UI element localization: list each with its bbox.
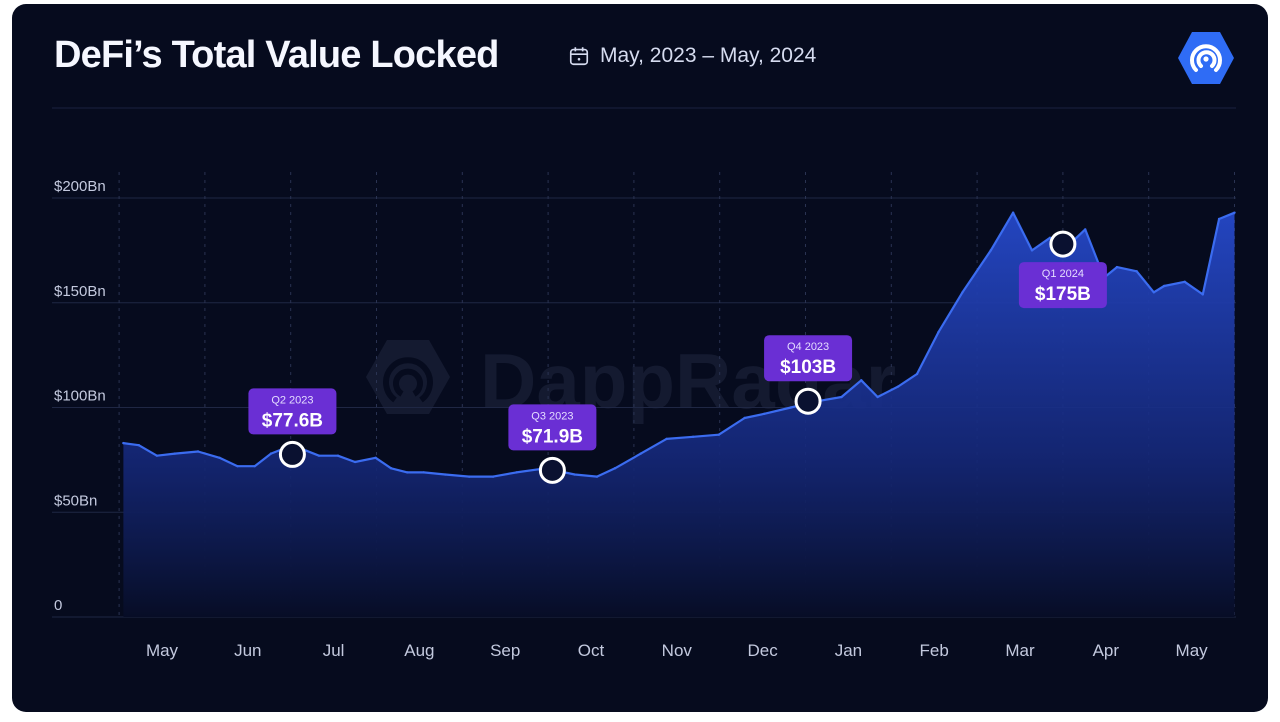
callout-box (508, 404, 597, 451)
tvl-point (860, 379, 863, 382)
tvl-point (717, 433, 721, 436)
tvl-point (665, 437, 668, 441)
tvl-point (1030, 249, 1034, 252)
callout-quarter-label: Q1 2024 (1042, 268, 1084, 280)
tvl-point (196, 450, 200, 453)
tvl-point (1135, 270, 1138, 273)
x-tick-label: Apr (1093, 641, 1120, 660)
tvl-point (840, 395, 843, 399)
y-tick-label: $150Bn (54, 283, 106, 300)
quarter-marker (278, 440, 306, 468)
y-tick-label: $50Bn (54, 492, 97, 509)
x-tick-label: Aug (404, 641, 434, 660)
date-range: May, 2023 – May, 2024 (568, 44, 816, 68)
callout-value-label: $175B (1035, 284, 1091, 305)
tvl-point (1115, 265, 1119, 269)
callout-box (1018, 262, 1107, 309)
tvl-point (896, 385, 900, 388)
tvl-point (1152, 291, 1156, 294)
tvl-point (253, 464, 256, 468)
x-tick-label: Jun (234, 641, 261, 660)
x-tick-label: May (146, 641, 179, 660)
x-tick-label: Dec (747, 641, 778, 660)
callout-box (764, 335, 853, 382)
tvl-point (317, 454, 321, 457)
tvl-point (422, 471, 425, 474)
callout-value-label: $103B (780, 357, 836, 378)
tvl-point (374, 456, 377, 459)
callout-value-label: $77.6B (262, 410, 323, 431)
x-tick-label: Jul (323, 641, 345, 660)
tvl-point (218, 456, 221, 459)
tvl-point (613, 467, 617, 470)
x-tick-label: Sep (490, 641, 520, 660)
callout-quarter-label: Q3 2023 (531, 410, 573, 422)
calendar-icon (569, 47, 589, 66)
tvl-point (137, 444, 141, 447)
tvl-point (1233, 211, 1236, 214)
tvl-point (1011, 211, 1015, 214)
tvl-point (639, 452, 642, 455)
tvl-point (691, 435, 695, 439)
quarter-marker (794, 387, 822, 415)
y-tick-label: $200Bn (54, 178, 106, 195)
dappradar-logo-icon[interactable] (1174, 26, 1238, 90)
x-tick-label: Feb (920, 641, 949, 660)
callout-quarter-label: Q2 2023 (271, 394, 313, 406)
tvl-point (595, 475, 599, 478)
tvl-point (122, 441, 125, 445)
tvl-point (1162, 284, 1166, 288)
x-tick-label: Nov (662, 641, 693, 660)
tvl-point (1183, 280, 1186, 283)
tvl-point (937, 330, 940, 334)
x-tick-label: Oct (578, 641, 605, 660)
tvl-point (763, 412, 766, 415)
callout-box (248, 388, 337, 435)
tvl-point (491, 475, 495, 478)
tvl-point (155, 454, 159, 457)
tvl-point (876, 395, 879, 399)
tvl-point (743, 416, 746, 420)
quarter-marker (1049, 230, 1077, 258)
tvl-point (1084, 228, 1087, 231)
tvl-point (443, 473, 447, 476)
tvl-point (1048, 236, 1052, 240)
y-tick-label: $100Bn (54, 388, 106, 405)
tvl-point (467, 475, 471, 478)
y-tick-label: 0 (54, 597, 62, 614)
tvl-point (789, 406, 793, 409)
quarter-callout: Q3 2023 $71.9B (508, 404, 597, 484)
quarter-marker (538, 456, 566, 484)
tvl-point (961, 291, 964, 294)
page-title: DeFi’s Total Value Locked (54, 34, 499, 76)
x-tick-label: Mar (1005, 641, 1035, 660)
tvl-area (123, 212, 1235, 617)
quarter-callout: Q1 2024 $175B (1018, 230, 1107, 309)
tvl-point (173, 452, 177, 455)
tvl-point (1217, 217, 1221, 221)
tvl-point (406, 471, 409, 474)
tvl-point (989, 249, 993, 252)
date-range-text: May, 2023 – May, 2024 (600, 44, 817, 67)
tvl-point (573, 473, 576, 476)
quarter-callout: Q2 2023 $77.6B (248, 388, 337, 468)
x-tick-label: May (1176, 641, 1209, 660)
tvl-point (915, 372, 919, 376)
quarter-callout: Q4 2023 $103B (764, 335, 853, 415)
tvl-point (269, 452, 273, 455)
tvl-point (353, 460, 357, 464)
tvl-point (515, 471, 518, 474)
tvl-point (336, 454, 340, 457)
tvl-point (236, 464, 239, 468)
tvl-point (389, 467, 393, 470)
callout-value-label: $71.9B (522, 426, 583, 447)
x-tick-label: Jan (835, 641, 862, 660)
tvl-point (1201, 293, 1204, 296)
chart-card: DeFi’s Total Value Locked May, 2023 – Ma… (12, 4, 1268, 712)
callout-quarter-label: Q4 2023 (787, 341, 829, 353)
